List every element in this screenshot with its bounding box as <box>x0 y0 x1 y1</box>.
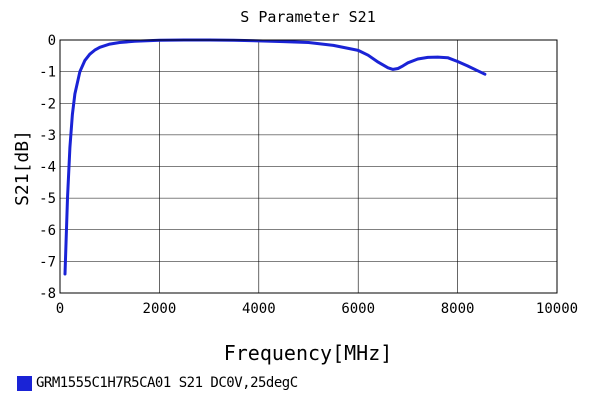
x-tick-label: 10000 <box>536 301 578 317</box>
data-point <box>406 61 410 64</box>
data-point <box>401 64 405 68</box>
series-line-0 <box>63 38 487 276</box>
plot-frame <box>59 39 558 294</box>
data-point <box>391 68 395 71</box>
data-point <box>376 60 380 64</box>
data-point <box>66 196 69 200</box>
y-tick-label: -1 <box>39 65 56 81</box>
data-point <box>118 41 121 44</box>
data-point <box>456 60 459 63</box>
y-tick-label: -8 <box>39 286 56 302</box>
chart-title: S Parameter S21 <box>240 8 375 26</box>
data-point <box>68 146 72 149</box>
y-tick-label: -3 <box>39 128 56 144</box>
legend-swatch <box>17 375 32 391</box>
data-point <box>71 113 74 116</box>
legend-label: GRM1555C1H7R5CA01 S21 DC0V,25degC <box>36 375 298 391</box>
data-point <box>476 69 479 72</box>
x-axis-label: Frequency[MHz] <box>224 341 393 365</box>
data-point <box>88 53 92 56</box>
x-tick-label: 4000 <box>242 301 276 317</box>
data-point <box>73 92 77 96</box>
y-axis-ticks: 0 -1 -2 -3 -4 -5 -6 -7 -8 <box>39 33 56 302</box>
data-point <box>93 48 97 52</box>
data-point <box>307 41 310 44</box>
data-point <box>98 46 102 49</box>
data-point <box>63 272 67 276</box>
y-tick-label: -7 <box>39 254 56 270</box>
data-point <box>396 67 400 70</box>
data-point <box>108 42 111 46</box>
legend: GRM1555C1H7R5CA01 S21 DC0V,25degC <box>17 375 298 391</box>
data-point <box>78 70 82 73</box>
data-point <box>426 56 429 59</box>
y-axis-label: S21[dB] <box>12 130 33 206</box>
data-point <box>133 40 136 43</box>
data-point <box>83 59 87 62</box>
data-point <box>436 55 439 59</box>
y-tick-label: -4 <box>39 160 56 176</box>
data-point <box>446 56 449 59</box>
data-point <box>416 57 419 61</box>
x-axis-ticks: 0 2000 4000 6000 8000 10000 <box>56 301 578 317</box>
data-point <box>386 66 390 70</box>
y-tick-label: -5 <box>39 191 56 207</box>
x-tick-label: 2000 <box>143 301 177 317</box>
x-tick-label: 8000 <box>441 301 475 317</box>
data-point <box>332 44 335 47</box>
data-point <box>366 54 370 57</box>
x-tick-label: 0 <box>56 301 64 317</box>
grid <box>60 40 557 293</box>
y-tick-label: -2 <box>39 96 56 112</box>
y-tick-label: -6 <box>39 223 56 239</box>
data-point <box>466 64 469 68</box>
data-point <box>357 49 360 52</box>
series-group <box>63 38 487 276</box>
x-tick-label: 6000 <box>341 301 375 317</box>
data-point <box>282 40 285 43</box>
y-tick-label: 0 <box>48 33 56 49</box>
data-point <box>483 73 487 76</box>
